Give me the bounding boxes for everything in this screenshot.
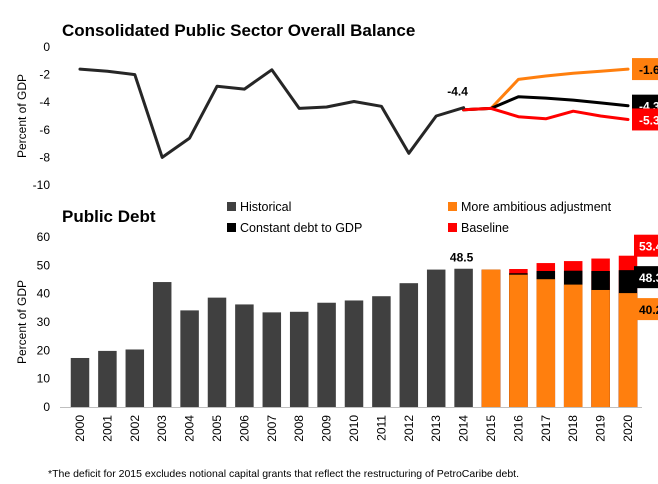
debt-x-tick-label: 2001: [100, 415, 114, 442]
footnote: *The deficit for 2015 excludes notional …: [48, 468, 519, 480]
debt-x-tick-label: 2004: [183, 415, 197, 442]
debt-x-tick-label: 2009: [320, 415, 334, 442]
debt-x-tick-label: 2007: [265, 415, 279, 442]
debt-x-tick-label: 2005: [210, 415, 224, 442]
debt-bar-historical: [372, 296, 391, 407]
debt-x-tick-label: 2018: [566, 415, 580, 442]
legend-label-more-ambitious-adjustment: More ambitious adjustment: [461, 200, 612, 214]
debt-y-tick-label: 30: [37, 315, 51, 329]
debt-bar-ambitious-adjustment: [537, 279, 556, 407]
debt-x-tick-label: 2014: [457, 415, 471, 442]
legend-label-historical: Historical: [240, 200, 291, 214]
balance-y-tick-label: 0: [43, 40, 50, 54]
debt-data-label-2014: 48.5: [450, 251, 474, 265]
debt-bar-historical: [153, 282, 172, 407]
debt-x-tick-label: 2013: [429, 415, 443, 442]
debt-y-tick-label: 40: [37, 287, 51, 301]
debt-legend: Historical More ambitious adjustment Const…: [227, 200, 612, 235]
debt-bar-historical: [427, 270, 446, 407]
debt-x-tick-label: 2012: [402, 415, 416, 442]
legend-swatch-historical: [227, 202, 236, 211]
debt-x-tick-label: 2006: [237, 415, 251, 442]
debt-x-tick-label: 2020: [621, 415, 635, 442]
debt-y-axis-label: Percent of GDP: [15, 280, 29, 364]
balance-y-tick-label: -4: [39, 95, 50, 109]
debt-bar-historical: [400, 283, 419, 407]
debt-bar-historical: [180, 310, 199, 407]
balance-y-tick-label: -2: [39, 68, 50, 82]
debt-bar-historical: [98, 351, 117, 407]
debt-x-tick-label: 2002: [128, 415, 142, 442]
debt-x-tick-label: 2000: [73, 415, 87, 442]
balance-data-label-2014: -4.4: [447, 85, 468, 99]
legend-label-baseline: Baseline: [461, 221, 509, 235]
debt-x-tick-label: 2019: [594, 415, 608, 442]
legend-swatch-baseline: [448, 223, 457, 232]
debt-x-tick-label: 2015: [484, 415, 498, 442]
debt-chart-title: Public Debt: [62, 207, 156, 226]
debt-bar-historical: [235, 304, 254, 407]
legend-swatch-constant-debt-to-gdp: [227, 223, 236, 232]
debt-y-tick-label: 20: [37, 343, 51, 357]
debt-callout-label-more-ambitious-adjustment: 40.2: [639, 303, 658, 317]
debt-bar-historical: [345, 300, 364, 407]
debt-bar-historical: [290, 312, 309, 407]
debt-y-tick-label: 60: [37, 230, 51, 244]
debt-callout-label-baseline: 53.4: [639, 240, 658, 254]
debt-bar-historical: [208, 298, 227, 407]
debt-y-tick-label: 0: [43, 400, 50, 414]
debt-bar-historical: [454, 269, 473, 407]
balance-y-tick-label: -6: [39, 123, 50, 137]
debt-bar-historical: [71, 358, 90, 407]
debt-callout-label-constant-debt-to-gdp: 48.3: [639, 271, 658, 285]
balance-y-axis-label: Percent of GDP: [15, 74, 29, 158]
legend-label-constant-debt-to-gdp: Constant debt to GDP: [240, 221, 362, 235]
balance-line-historical: [80, 69, 464, 157]
debt-x-tick-label: 2008: [292, 415, 306, 442]
balance-y-tick-label: -8: [39, 150, 50, 164]
debt-bar-ambitious-adjustment: [509, 275, 528, 407]
balance-line-baseline: [464, 108, 628, 119]
debt-x-tick-label: 2011: [374, 415, 388, 441]
debt-x-tick-label: 2016: [511, 415, 525, 442]
balance-y-tick-label: -10: [33, 178, 51, 192]
balance-callout-label-baseline: -5.3: [639, 113, 658, 127]
balance-callout-label-more-ambitious-adjustment: -1.6: [639, 63, 658, 77]
debt-bar-ambitious-adjustment: [482, 270, 501, 407]
legend-swatch-more-ambitious-adjustment: [448, 202, 457, 211]
debt-y-tick-label: 10: [37, 372, 51, 386]
balance-chart-title: Consolidated Public Sector Overall Balan…: [62, 21, 415, 40]
debt-bar-historical: [317, 303, 336, 407]
debt-x-tick-label: 2017: [539, 415, 553, 442]
debt-bar-ambitious-adjustment: [564, 285, 583, 407]
debt-y-tick-label: 50: [37, 258, 51, 272]
debt-bar-ambitious-adjustment: [591, 290, 610, 407]
debt-x-tick-label: 2003: [155, 415, 169, 442]
debt-bar-historical: [126, 349, 145, 407]
debt-x-tick-label: 2010: [347, 415, 361, 442]
debt-bar-historical: [263, 312, 282, 407]
